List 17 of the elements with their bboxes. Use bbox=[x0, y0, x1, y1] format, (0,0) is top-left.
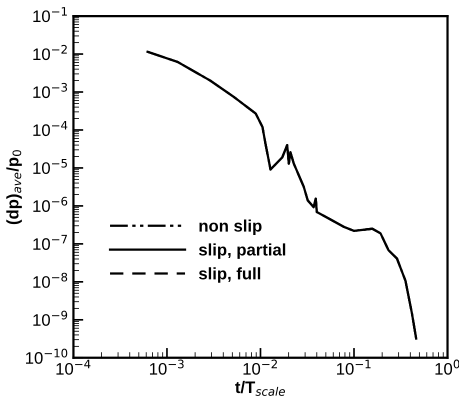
x-tick-label: 10$^{−3}$ bbox=[150, 360, 184, 375]
y-tick-label: 10$^{−4}$ bbox=[33, 121, 68, 136]
legend-label: slip, full bbox=[198, 267, 260, 283]
y-tick-label: 10$^{−3}$ bbox=[33, 82, 68, 98]
legend-label: non slip bbox=[199, 219, 262, 236]
y-tick-label: 10$^{−5}$ bbox=[33, 158, 67, 174]
x-axis-title: t/T$_{scale}$ bbox=[235, 380, 285, 396]
y-tick-label: 10$^{−6}$ bbox=[33, 196, 68, 212]
y-tick-label: 10$^{−2}$ bbox=[33, 44, 67, 60]
y-tick-label: 10$^{−7}$ bbox=[33, 234, 67, 250]
legend-label: slip, partial bbox=[198, 243, 286, 259]
y-axis-title: (dp)$_{ave}$/p$_{0}$ bbox=[6, 150, 22, 224]
x-tick-label: 10$^{−2}$ bbox=[244, 360, 277, 375]
x-tick-label: 10$^{−1}$ bbox=[337, 360, 371, 375]
y-tick-label: 10$^{−8}$ bbox=[33, 272, 68, 288]
y-tick-label: 10$^{−1}$ bbox=[33, 7, 67, 22]
y-tick-label: 10$^{−9}$ bbox=[33, 310, 68, 326]
